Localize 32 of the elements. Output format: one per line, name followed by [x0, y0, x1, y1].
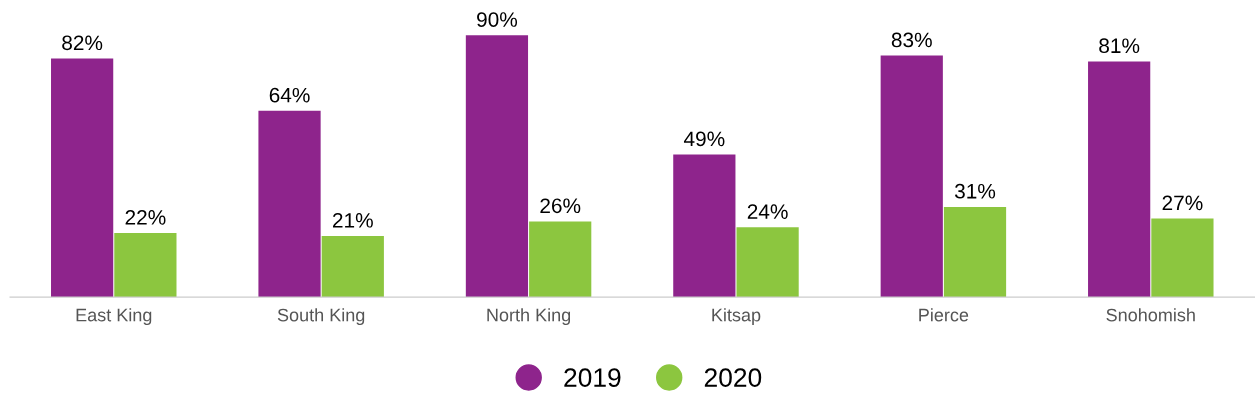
bar: [321, 235, 384, 298]
data-label: 81%: [1099, 38, 1140, 54]
x-tick-label: Pierce: [919, 308, 969, 322]
data-label: 24%: [747, 204, 788, 219]
x-tick-label: North King: [487, 308, 571, 326]
data-label: 90%: [477, 12, 518, 27]
data-label: 21%: [332, 212, 373, 228]
bar: [465, 35, 529, 298]
legend-label: 2019: [564, 368, 621, 387]
bar: [880, 55, 943, 298]
bar: [673, 154, 736, 298]
data-label: 49%: [683, 131, 725, 147]
bar: [114, 233, 177, 298]
legend-label: 2020: [704, 368, 762, 387]
x-tick-label: East King: [76, 308, 152, 326]
data-label: 27%: [1162, 195, 1203, 211]
x-tick-label: Kitsap: [712, 308, 761, 326]
data-label: 26%: [540, 198, 581, 214]
data-label: 31%: [954, 183, 996, 199]
data-label: 64%: [269, 87, 310, 103]
bar: [529, 221, 592, 298]
data-label: 22%: [125, 210, 166, 225]
bar: [1088, 61, 1151, 298]
bar: [51, 58, 114, 298]
bar: [943, 206, 1007, 298]
data-label: 83%: [891, 32, 932, 48]
x-tick-label: Snohomish: [1106, 308, 1195, 322]
bar: [258, 110, 321, 298]
x-tick-label: South King: [277, 308, 365, 326]
bar: [1151, 218, 1214, 298]
bar: [736, 227, 799, 298]
data-label: 82%: [62, 35, 103, 51]
